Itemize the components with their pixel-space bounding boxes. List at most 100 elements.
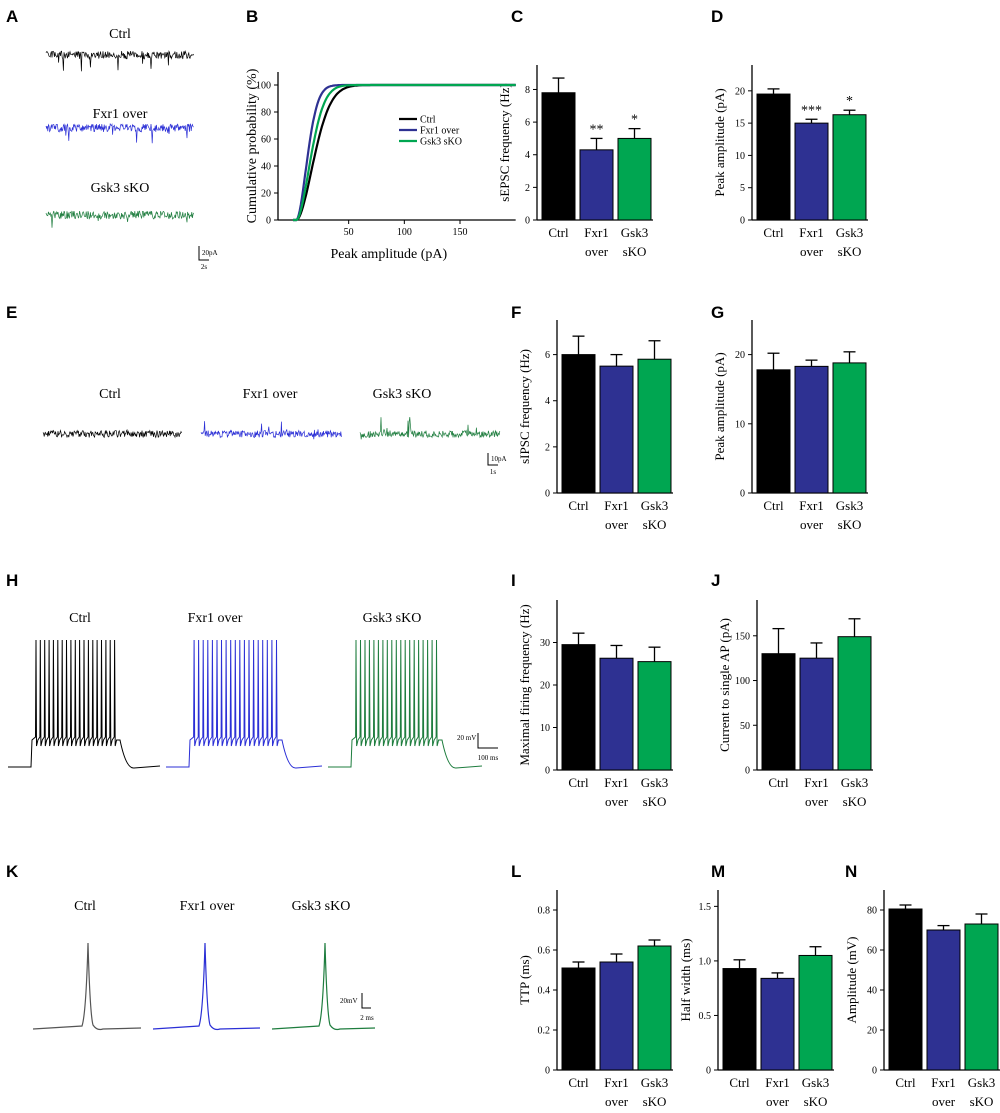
chart-M: 0 0.5 1.0 1.5 Half width (ms) Ctrl Fxr1 over Gsk… bbox=[678, 890, 834, 1109]
bar-gsk3-sko bbox=[964, 923, 999, 1071]
y-tick-label: 0 bbox=[740, 216, 745, 227]
bar-gsk3-sko bbox=[637, 945, 672, 1071]
scale-bar-x-label: 2 ms bbox=[360, 1014, 374, 1022]
traces-A: Ctrl Fxr1 over Gsk3 sKO 20pA 2s bbox=[45, 27, 218, 271]
bar-ctrl bbox=[722, 968, 757, 1071]
panel-label-E: E bbox=[6, 303, 17, 322]
scale-bar-y-label: 10pA bbox=[491, 455, 507, 463]
bar-gsk3-sko bbox=[798, 954, 833, 1071]
y-tick-label: 10 bbox=[735, 419, 745, 430]
y-axis-label: Current to single AP (pA) bbox=[717, 618, 732, 752]
x-tick-label: Gsk3 bbox=[641, 775, 668, 790]
x-tick-label: sKO bbox=[643, 794, 667, 809]
recording-trace bbox=[45, 50, 194, 72]
y-tick-label: 2 bbox=[545, 442, 550, 453]
x-tick-label: Gsk3 bbox=[621, 225, 648, 240]
bar-ctrl bbox=[561, 354, 596, 494]
legend-label: Ctrl bbox=[420, 115, 436, 126]
x-tick-label: Ctrl bbox=[568, 775, 589, 790]
significance-marker: *** bbox=[801, 103, 822, 118]
trace-label: Fxr1 over bbox=[180, 899, 235, 914]
y-tick-label: 0.2 bbox=[538, 1026, 551, 1037]
y-tick-label: 10 bbox=[540, 723, 550, 734]
x-tick-label: Fxr1 bbox=[804, 775, 829, 790]
bar-fxr1-over bbox=[599, 961, 634, 1071]
y-tick-label: 150 bbox=[735, 631, 750, 642]
x-tick-label: over bbox=[585, 244, 609, 259]
chart-F: 0 2 4 6 sIPSC frequency (Hz) Ctrl Fxr1 over Gsk3… bbox=[517, 320, 673, 532]
trace-label: Gsk3 sKO bbox=[363, 611, 422, 626]
y-tick-label: 80 bbox=[867, 906, 877, 917]
x-tick-label: Fxr1 bbox=[584, 225, 609, 240]
x-tick-label: sKO bbox=[838, 517, 862, 532]
bar-ctrl bbox=[761, 653, 796, 771]
bar-gsk3-sko bbox=[637, 358, 672, 494]
panel-label-D: D bbox=[711, 7, 723, 26]
y-axis-label: Maximal firing frequency (Hz) bbox=[517, 604, 532, 765]
legend-label: Fxr1 over bbox=[420, 126, 460, 137]
action-potential-train bbox=[8, 639, 161, 769]
scale-bar bbox=[198, 246, 209, 261]
x-tick-label: Ctrl bbox=[729, 1075, 750, 1090]
y-axis-label: sIPSC frequency (Hz) bbox=[517, 349, 532, 464]
bar-fxr1-over bbox=[599, 657, 634, 771]
trace-label: Fxr1 over bbox=[188, 611, 243, 626]
trace-label: Ctrl bbox=[74, 899, 96, 914]
y-tick-label: 15 bbox=[735, 119, 745, 130]
y-axis-label: Half width (ms) bbox=[678, 938, 693, 1021]
bar-ctrl bbox=[561, 967, 596, 1071]
x-tick-label: Ctrl bbox=[768, 775, 789, 790]
x-tick-label: over bbox=[805, 794, 829, 809]
bar-ctrl bbox=[756, 369, 791, 494]
y-tick-label: 4 bbox=[525, 150, 530, 161]
x-tick-label: 100 bbox=[397, 227, 412, 238]
series-line-gsk3-sko bbox=[293, 83, 516, 222]
chart-L: 0 0.2 0.4 0.6 0.8 TTP (ms) Ctrl Fxr1 over Gsk3 sKO bbox=[517, 890, 673, 1109]
x-tick-label: Gsk3 bbox=[802, 1075, 829, 1090]
trace-label: Ctrl bbox=[99, 387, 121, 402]
y-tick-label: 60 bbox=[261, 135, 271, 146]
traces-K: Ctrl Fxr1 over Gsk3 sKO 20mV 2 ms bbox=[32, 899, 376, 1031]
x-tick-label: Fxr1 bbox=[765, 1075, 790, 1090]
x-tick-label: Ctrl bbox=[895, 1075, 916, 1090]
y-tick-label: 0 bbox=[545, 489, 550, 500]
y-tick-label: 5 bbox=[740, 183, 745, 194]
trace-label: Gsk3 sKO bbox=[373, 387, 432, 402]
panel-label-L: L bbox=[511, 862, 521, 881]
panel-label-N: N bbox=[845, 862, 857, 881]
y-tick-label: 1.5 bbox=[699, 902, 712, 913]
significance-marker: * bbox=[631, 113, 638, 128]
y-tick-label: 60 bbox=[867, 946, 877, 957]
series-line-fxr1-over bbox=[293, 83, 516, 222]
trace-label: Gsk3 sKO bbox=[91, 181, 150, 196]
x-tick-label: Fxr1 bbox=[604, 775, 629, 790]
panel-label-J: J bbox=[711, 571, 720, 590]
y-tick-label: 20 bbox=[867, 1026, 877, 1037]
x-tick-label: Fxr1 bbox=[931, 1075, 956, 1090]
bar-fxr1-over bbox=[599, 365, 634, 494]
y-tick-label: 1.0 bbox=[699, 956, 712, 967]
x-tick-label: sKO bbox=[838, 244, 862, 259]
scale-bar-x-label: 100 ms bbox=[478, 754, 499, 762]
x-axis-label: Peak amplitude (pA) bbox=[331, 247, 448, 262]
bar-ctrl bbox=[888, 908, 923, 1071]
y-tick-label: 0 bbox=[740, 489, 745, 500]
scale-bar-y-label: 20mV bbox=[340, 997, 358, 1005]
trace-label: Ctrl bbox=[109, 27, 131, 42]
y-tick-label: 100 bbox=[256, 81, 271, 92]
bar-fxr1-over bbox=[579, 149, 614, 221]
chart-B: 0 20 40 60 80 100 50 100 150 Peak amplitude (pA) C… bbox=[245, 68, 516, 262]
y-tick-label: 0 bbox=[706, 1066, 711, 1077]
scale-bar-y-label: 20pA bbox=[202, 249, 218, 257]
y-tick-label: 30 bbox=[540, 638, 550, 649]
recording-trace bbox=[42, 428, 182, 439]
y-tick-label: 4 bbox=[545, 396, 550, 407]
x-tick-label: 150 bbox=[453, 227, 468, 238]
panel-label-G: G bbox=[711, 303, 724, 322]
x-tick-label: sKO bbox=[643, 517, 667, 532]
y-tick-label: 80 bbox=[261, 108, 271, 119]
y-tick-label: 100 bbox=[735, 676, 750, 687]
bar-gsk3-sko bbox=[837, 636, 872, 771]
y-tick-label: 0 bbox=[872, 1066, 877, 1077]
